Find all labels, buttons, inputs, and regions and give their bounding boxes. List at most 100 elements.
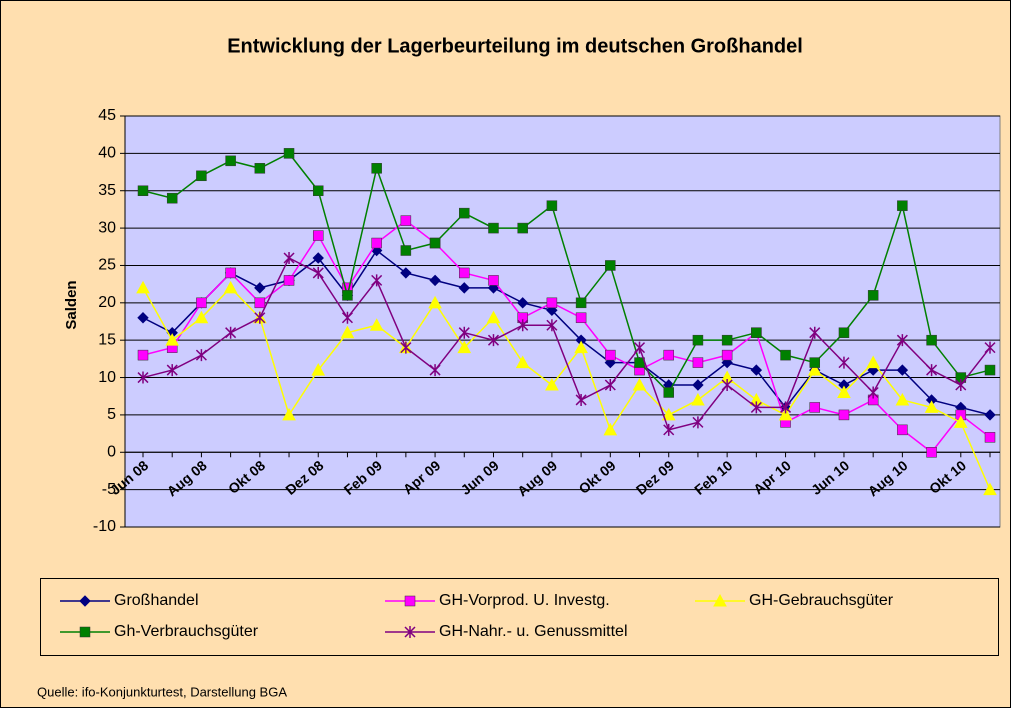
marker (487, 334, 500, 347)
marker (632, 377, 647, 391)
marker (605, 260, 616, 271)
marker (517, 222, 528, 234)
marker (515, 355, 530, 369)
marker (924, 400, 939, 413)
marker (194, 310, 209, 324)
y-tick-label: 5 (107, 406, 116, 423)
legend-label: Gh-Verbrauchsgüter (114, 623, 259, 640)
marker (575, 297, 587, 309)
marker (984, 341, 996, 354)
marker (780, 349, 791, 361)
y-tick-label: 35 (98, 182, 116, 199)
marker (136, 280, 150, 294)
marker (604, 379, 616, 392)
marker (633, 341, 646, 354)
marker (867, 386, 879, 399)
marker (254, 163, 266, 174)
marker (575, 312, 587, 324)
marker (371, 237, 382, 249)
marker (867, 290, 879, 301)
marker (517, 319, 529, 332)
marker (312, 252, 324, 264)
marker (713, 593, 727, 607)
marker (895, 392, 910, 406)
marker (404, 626, 416, 638)
marker (691, 392, 705, 406)
marker (897, 424, 908, 436)
y-tick-label: 10 (98, 369, 116, 386)
marker (984, 432, 996, 443)
marker (809, 402, 821, 413)
marker (79, 626, 91, 638)
marker (546, 319, 558, 332)
marker (341, 311, 353, 324)
marker (926, 364, 938, 377)
marker (282, 407, 296, 421)
marker (225, 267, 236, 279)
marker (371, 274, 383, 287)
marker (721, 349, 733, 361)
y-tick-label: -10 (93, 518, 116, 535)
y-tick-label: 40 (98, 145, 116, 162)
marker (429, 237, 441, 249)
marker (311, 363, 326, 376)
marker (254, 282, 266, 294)
marker (137, 312, 149, 324)
marker (486, 310, 501, 324)
y-tick-label: 0 (107, 443, 116, 460)
marker (953, 415, 968, 428)
marker (283, 148, 295, 159)
y-tick-label: 15 (98, 331, 116, 348)
marker (137, 185, 149, 196)
marker (983, 482, 997, 496)
marker (79, 595, 91, 607)
marker (369, 318, 384, 331)
marker (371, 163, 382, 174)
marker (603, 422, 618, 436)
marker (721, 379, 733, 392)
marker (400, 341, 412, 354)
marker (312, 230, 324, 241)
series-line (142, 286, 991, 490)
marker (342, 290, 353, 301)
marker (866, 355, 881, 369)
marker (574, 340, 588, 354)
legend-label: GH-Gebrauchsgüter (749, 592, 894, 609)
marker (166, 364, 178, 377)
marker (254, 311, 266, 324)
marker (400, 267, 412, 279)
marker (488, 275, 499, 286)
marker (312, 185, 324, 196)
y-tick-label: 25 (98, 257, 116, 274)
marker (137, 349, 149, 361)
marker (896, 364, 909, 376)
y-tick-label: -5 (102, 481, 116, 498)
marker (165, 333, 180, 346)
marker (838, 356, 850, 369)
marker (488, 222, 499, 234)
marker (984, 409, 996, 421)
marker (196, 170, 207, 182)
marker (897, 200, 908, 211)
marker (838, 327, 850, 338)
marker (721, 334, 733, 346)
marker (837, 385, 851, 398)
marker (692, 357, 704, 368)
marker (750, 364, 763, 376)
marker (458, 282, 470, 294)
marker (692, 416, 704, 429)
y-axis-label: Salden (63, 280, 80, 329)
marker (458, 326, 470, 339)
marker (195, 349, 207, 362)
marker (780, 401, 792, 414)
marker (459, 207, 470, 219)
marker (459, 267, 470, 279)
marker (196, 297, 207, 309)
marker (546, 297, 558, 309)
marker (663, 423, 675, 436)
marker (751, 327, 762, 338)
marker (225, 155, 236, 167)
marker (663, 349, 674, 361)
marker (838, 409, 850, 421)
